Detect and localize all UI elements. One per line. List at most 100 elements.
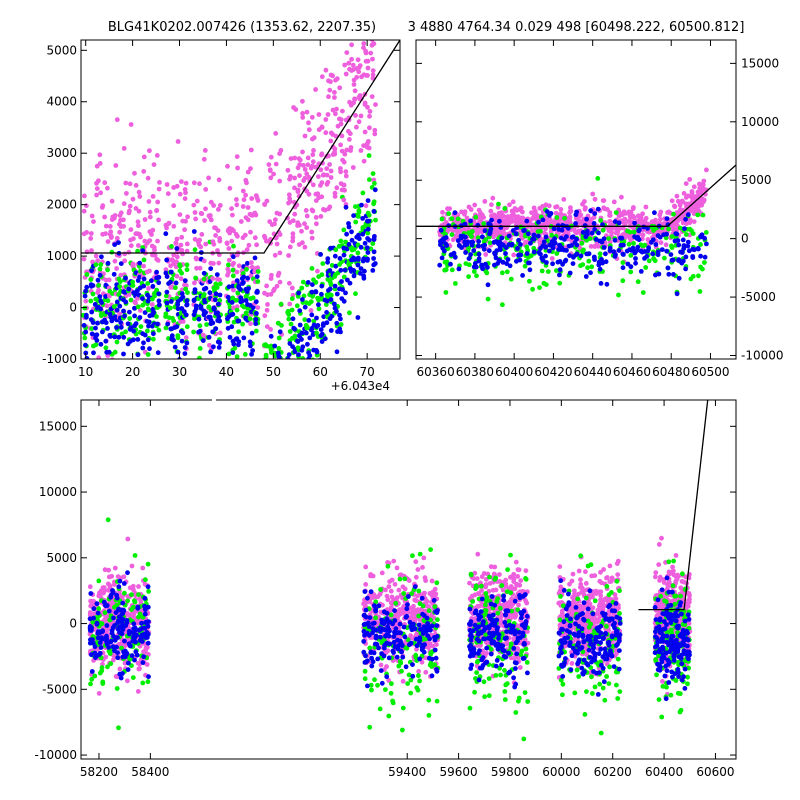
- point-blue: [87, 616, 93, 622]
- y-tick-label: 0: [69, 301, 77, 315]
- point-pink: [699, 182, 704, 188]
- point-blue: [591, 221, 597, 226]
- point-green: [140, 680, 146, 686]
- point-pink: [681, 191, 687, 196]
- point-green: [293, 382, 298, 387]
- point-pink: [305, 155, 311, 161]
- point-green: [130, 675, 136, 680]
- point-pink: [358, 113, 364, 119]
- point-blue: [547, 248, 552, 254]
- point-green: [628, 269, 634, 275]
- point-blue: [293, 417, 298, 422]
- point-green: [589, 264, 595, 270]
- point-pink: [149, 243, 155, 249]
- point-blue: [557, 272, 562, 278]
- point-blue: [273, 427, 278, 432]
- point-pink: [441, 222, 447, 227]
- point-blue: [145, 584, 151, 590]
- point-pink: [341, 182, 347, 188]
- point-pink: [272, 221, 277, 227]
- point-pink: [529, 210, 534, 216]
- point-blue: [431, 598, 437, 603]
- point-blue: [659, 247, 665, 253]
- point-blue: [412, 584, 418, 590]
- point-blue: [378, 668, 384, 673]
- point-blue: [452, 210, 458, 216]
- point-pink: [231, 228, 236, 234]
- point-blue: [679, 250, 685, 255]
- point-blue: [179, 291, 185, 297]
- point-blue: [249, 351, 255, 357]
- point-pink: [102, 180, 108, 186]
- point-blue: [168, 269, 174, 275]
- point-blue: [338, 316, 343, 322]
- point-green: [539, 268, 545, 274]
- point-green: [666, 226, 671, 232]
- point-green: [372, 677, 377, 683]
- point-pink: [313, 191, 319, 197]
- point-green: [410, 553, 415, 559]
- point-blue: [616, 220, 622, 226]
- point-pink: [347, 99, 352, 105]
- point-pink: [106, 574, 112, 580]
- point-blue: [592, 227, 597, 232]
- point-blue: [361, 649, 367, 655]
- point-blue: [489, 217, 494, 223]
- point-pink: [689, 194, 694, 200]
- point-pink: [137, 194, 143, 199]
- point-pink: [287, 199, 293, 204]
- point-blue: [84, 284, 90, 290]
- point-green: [288, 321, 294, 327]
- point-blue: [507, 263, 513, 269]
- point-blue: [108, 306, 114, 312]
- point-pink: [164, 182, 170, 187]
- point-pink: [238, 219, 244, 224]
- point-blue: [110, 588, 115, 593]
- point-pink: [347, 131, 353, 137]
- point-green: [585, 265, 590, 271]
- point-blue: [698, 234, 703, 239]
- point-blue: [676, 242, 682, 248]
- point-blue: [315, 323, 321, 328]
- point-blue: [142, 310, 148, 315]
- point-green: [416, 673, 421, 679]
- point-pink: [537, 205, 543, 211]
- point-pink: [226, 257, 232, 263]
- point-green: [399, 668, 404, 674]
- point-green: [428, 547, 433, 552]
- point-green: [446, 211, 452, 217]
- point-pink: [182, 187, 188, 192]
- point-pink: [289, 285, 295, 291]
- point-pink: [370, 68, 376, 73]
- point-pink: [601, 198, 607, 204]
- point-pink: [643, 204, 649, 210]
- point-green: [304, 324, 310, 330]
- point-pink: [690, 208, 695, 213]
- title-right: 3 4880 4764.34 0.029 498 [60498.222, 605…: [408, 20, 745, 35]
- point-green: [388, 690, 394, 696]
- point-blue: [290, 316, 296, 322]
- point-green: [620, 260, 626, 265]
- point-blue: [680, 237, 686, 243]
- point-green: [662, 255, 667, 261]
- point-green: [372, 181, 377, 186]
- point-blue: [367, 615, 373, 620]
- point-pink: [302, 175, 308, 181]
- point-pink: [691, 184, 697, 190]
- point-blue: [535, 233, 541, 239]
- point-blue: [156, 298, 162, 304]
- point-green: [107, 651, 113, 656]
- point-pink: [361, 158, 367, 164]
- point-green: [138, 324, 144, 329]
- point-blue: [370, 659, 376, 665]
- point-pink: [423, 669, 429, 675]
- point-pink: [344, 147, 350, 153]
- point-blue: [118, 324, 124, 330]
- point-blue: [94, 601, 100, 607]
- point-pink: [177, 191, 183, 197]
- point-pink: [507, 202, 512, 208]
- point-blue: [286, 389, 291, 394]
- point-pink: [564, 230, 570, 236]
- point-green: [600, 227, 606, 233]
- point-blue: [297, 322, 303, 328]
